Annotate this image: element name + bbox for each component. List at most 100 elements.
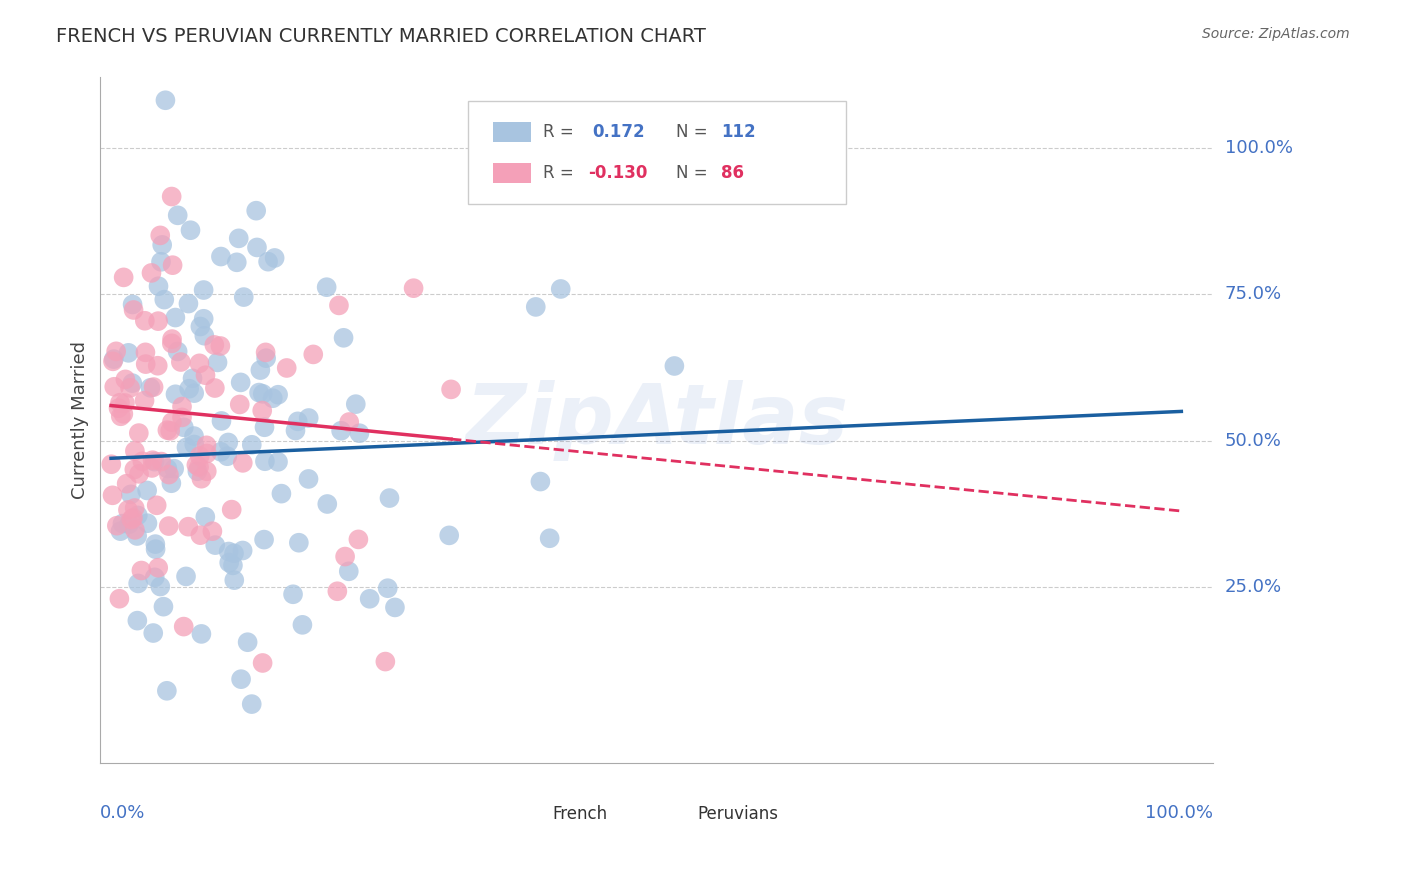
Point [254, 345, 277, 359]
Point [173, 619, 195, 633]
Point [150, 454, 173, 468]
Point [253, 533, 276, 547]
Point [378, 491, 401, 505]
Point [188, 528, 211, 542]
Point [359, 591, 381, 606]
Point [142, 453, 165, 467]
Point [143, 455, 166, 469]
Point [152, 599, 174, 614]
Point [349, 426, 371, 441]
Text: 112: 112 [721, 123, 756, 141]
Point [330, 424, 353, 438]
Point [209, 339, 232, 353]
Point [281, 587, 304, 601]
Point [165, 310, 187, 325]
Point [121, 297, 143, 311]
Point [163, 461, 186, 475]
Point [127, 529, 149, 543]
Point [114, 372, 136, 386]
Point [112, 407, 135, 421]
Point [108, 395, 131, 409]
Point [127, 508, 149, 523]
Point [209, 250, 232, 264]
Point [177, 296, 200, 310]
Point [156, 683, 179, 698]
Text: 100.0%: 100.0% [1225, 139, 1292, 157]
Point [160, 476, 183, 491]
Point [229, 397, 252, 411]
Point [337, 564, 360, 578]
Point [193, 328, 215, 343]
Point [253, 454, 276, 468]
Point [240, 438, 263, 452]
Point [228, 231, 250, 245]
Text: Source: ZipAtlas.com: Source: ZipAtlas.com [1202, 27, 1350, 41]
Point [328, 298, 350, 312]
Point [131, 454, 153, 468]
Point [232, 543, 254, 558]
Point [217, 449, 239, 463]
Point [529, 475, 551, 489]
Point [193, 283, 215, 297]
Point [105, 344, 128, 359]
Point [202, 338, 225, 352]
Point [179, 382, 201, 396]
Point [245, 203, 267, 218]
Point [122, 511, 145, 525]
Point [437, 528, 460, 542]
Point [250, 403, 273, 417]
Point [103, 352, 125, 367]
Point [240, 697, 263, 711]
FancyBboxPatch shape [468, 102, 846, 204]
Point [664, 359, 686, 373]
Point [120, 381, 142, 395]
Point [276, 361, 298, 376]
Point [186, 458, 208, 472]
Point [252, 656, 274, 670]
Point [209, 445, 232, 459]
Point [160, 415, 183, 429]
Point [201, 524, 224, 539]
Point [207, 355, 229, 369]
Point [101, 488, 124, 502]
Point [222, 558, 245, 573]
Point [157, 467, 180, 482]
Point [148, 279, 170, 293]
Point [194, 509, 217, 524]
Point [298, 411, 321, 425]
Point [204, 538, 226, 552]
Text: 75.0%: 75.0% [1225, 285, 1282, 303]
Point [173, 420, 195, 434]
Point [188, 319, 211, 334]
Text: R =: R = [543, 164, 579, 182]
Point [229, 672, 252, 686]
Point [103, 380, 125, 394]
Point [316, 497, 339, 511]
Point [148, 560, 170, 574]
Text: N =: N = [676, 164, 713, 182]
Text: ZipAtlas: ZipAtlas [465, 380, 848, 460]
Point [143, 570, 166, 584]
Point [236, 635, 259, 649]
Point [115, 476, 138, 491]
Point [170, 400, 193, 414]
Point [141, 266, 163, 280]
Point [188, 449, 211, 463]
Point [332, 331, 354, 345]
Point [142, 380, 165, 394]
Point [246, 240, 269, 254]
Point [166, 344, 188, 359]
Point [114, 396, 136, 410]
Point [143, 537, 166, 551]
Point [127, 576, 149, 591]
Point [124, 501, 146, 516]
Point [225, 255, 247, 269]
FancyBboxPatch shape [655, 806, 693, 824]
Point [183, 386, 205, 401]
Point [384, 600, 406, 615]
Point [337, 415, 360, 429]
Point [177, 519, 200, 533]
Point [188, 356, 211, 370]
Point [188, 460, 211, 475]
Point [524, 300, 547, 314]
